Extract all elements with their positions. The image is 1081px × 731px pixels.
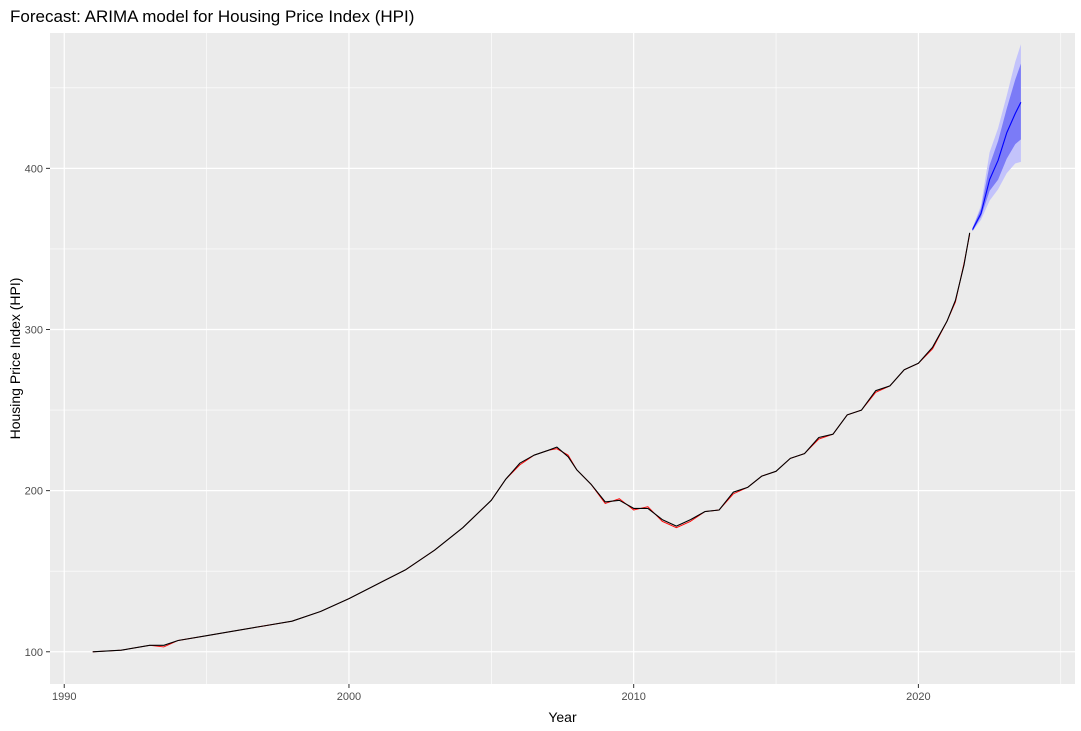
prediction-band-95 xyxy=(972,44,1021,232)
y-tick-label: 100 xyxy=(25,647,43,659)
grid-minor xyxy=(50,33,1075,684)
y-axis-title: Housing Price Index (HPI) xyxy=(7,278,23,440)
x-tick-label: 2000 xyxy=(337,691,361,703)
chart-title: Forecast: ARIMA model for Housing Price … xyxy=(10,7,414,26)
forecast-line xyxy=(972,102,1022,230)
x-axis: 1990 2000 2010 2020 xyxy=(52,684,931,703)
x-tick-label: 1990 xyxy=(52,691,76,703)
series-lines xyxy=(92,102,1022,653)
y-tick-label: 200 xyxy=(25,486,43,498)
y-axis: 100 200 300 400 xyxy=(25,163,50,659)
plot-panel xyxy=(50,33,1075,684)
y-tick-label: 400 xyxy=(25,163,43,175)
x-axis-title: Year xyxy=(548,709,577,725)
forecast-intervals xyxy=(972,44,1021,232)
x-tick-label: 2010 xyxy=(621,691,645,703)
actual-line xyxy=(92,232,971,653)
grid-major xyxy=(50,33,1075,684)
y-tick-label: 300 xyxy=(25,324,43,336)
prediction-band-80 xyxy=(972,63,1021,232)
x-tick-label: 2020 xyxy=(906,691,930,703)
